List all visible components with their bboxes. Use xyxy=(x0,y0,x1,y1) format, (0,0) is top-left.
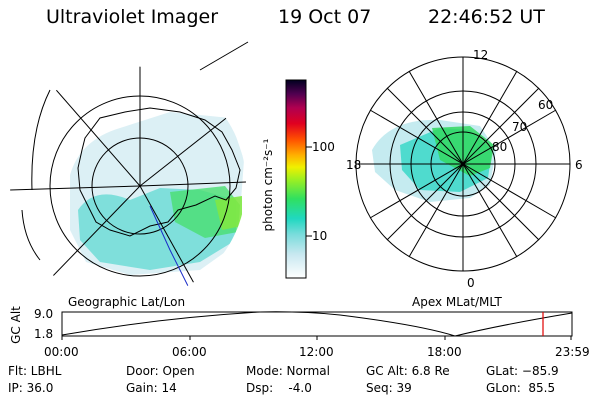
altitude-xtick: 00:00 xyxy=(44,345,79,359)
apex-polar-panel xyxy=(355,56,571,272)
altitude-ytick-max: 9.0 xyxy=(34,307,54,321)
coastline xyxy=(77,107,241,237)
altitude-plot xyxy=(61,311,573,340)
altitude-ylabel: GC Alt xyxy=(9,306,23,344)
mlat-label-60: 60 xyxy=(538,98,554,112)
altitude-ytick-min: 1.8 xyxy=(34,327,54,341)
intensity-colorbar xyxy=(285,79,312,279)
colorbar-tick-100: 100 xyxy=(312,140,335,154)
mlt-label-0: 0 xyxy=(467,276,475,290)
colorbar-unit-label: photon cm⁻²s⁻¹ xyxy=(261,138,275,232)
colorbar-tick-10: 10 xyxy=(312,229,328,243)
ip-status: IP: 36.0 xyxy=(8,381,54,395)
altitude-xtick: 23:59 xyxy=(555,345,590,359)
geo-longitude-status: GLon: 85.5 xyxy=(486,381,556,395)
mode-status: Mode: Normal xyxy=(246,364,330,378)
gain-status: Gain: 14 xyxy=(126,381,177,395)
apex-panel-caption: Apex MLat/MLT xyxy=(412,295,502,309)
sequence-status: Seq: 39 xyxy=(366,381,412,395)
mlt-label-12: 12 xyxy=(473,48,489,62)
geo-aurora-bright xyxy=(215,196,242,230)
instrument-title: Ultraviolet Imager xyxy=(46,6,219,28)
mlat-label-70: 70 xyxy=(512,120,528,134)
terminator-line xyxy=(149,205,191,291)
geo-panel-caption: Geographic Lat/Lon xyxy=(68,295,186,309)
geographic-map-panel xyxy=(10,41,249,302)
geo-latitude-status: GLat: −85.9 xyxy=(486,364,559,378)
date-label: 19 Oct 07 xyxy=(278,6,372,28)
door-status: Door: Open xyxy=(126,364,195,378)
gc-altitude-status: GC Alt: 6.8 Re xyxy=(366,364,450,378)
filter-status: Flt: LBHL xyxy=(8,364,62,378)
altitude-xtick: 12:00 xyxy=(299,345,334,359)
mlt-label-6: 6 xyxy=(575,158,583,172)
dsp-status: Dsp: -4.0 xyxy=(246,381,312,395)
altitude-xtick: 18:00 xyxy=(427,345,462,359)
altitude-xtick: 06:00 xyxy=(172,345,207,359)
mlt-label-18: 18 xyxy=(346,158,362,172)
time-label: 22:46:52 UT xyxy=(428,6,545,28)
mlat-label-80: 80 xyxy=(492,140,508,154)
altitude-curve xyxy=(61,311,573,337)
